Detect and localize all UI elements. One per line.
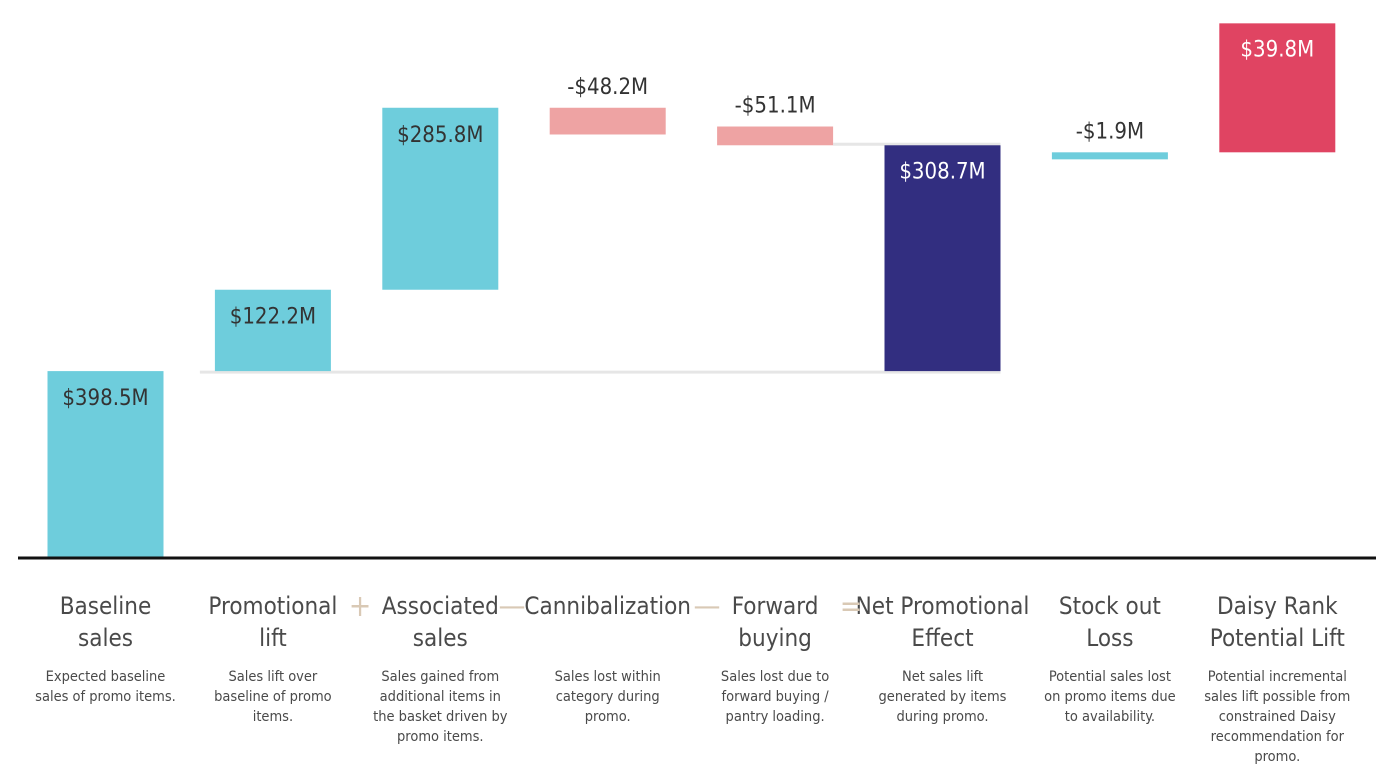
category-desc-6: on promo items due bbox=[1044, 689, 1176, 705]
category-title-5: Effect bbox=[911, 624, 973, 652]
value-label-0: $398.5M bbox=[62, 386, 148, 411]
bars bbox=[47, 23, 1336, 558]
category-desc-4: forward buying / bbox=[722, 689, 830, 705]
value-label-2: $285.8M bbox=[397, 123, 483, 148]
category-desc-1: baseline of promo bbox=[214, 689, 332, 705]
category-title-3: Cannibalization bbox=[524, 592, 691, 620]
category-desc-7: Potential incremental bbox=[1208, 669, 1347, 685]
category-desc-1: items. bbox=[253, 709, 293, 725]
category-desc-7: sales lift possible from bbox=[1204, 689, 1350, 705]
bar-7 bbox=[1219, 23, 1336, 153]
category-desc-4: Sales lost due to bbox=[721, 669, 829, 685]
category-desc-2: the basket driven by bbox=[373, 709, 508, 725]
operator-3: = bbox=[840, 589, 863, 624]
operator-1: — bbox=[499, 589, 526, 624]
bar-1 bbox=[214, 289, 331, 372]
category-desc-5: during promo. bbox=[896, 709, 988, 725]
bar-5 bbox=[884, 145, 1001, 372]
category-labels: Baseline sales Expected baseline sales of p… bbox=[35, 592, 1350, 765]
category-title-7: Potential Lift bbox=[1210, 624, 1345, 652]
category-title-2: sales bbox=[413, 624, 468, 652]
operator-2: — bbox=[694, 589, 721, 624]
bar-0 bbox=[47, 371, 164, 558]
category-desc-4: pantry loading. bbox=[726, 709, 825, 725]
category-desc-7: promo. bbox=[1254, 749, 1300, 765]
category-desc-5: Net sales lift bbox=[902, 669, 983, 685]
category-desc-2: promo items. bbox=[397, 729, 484, 745]
bar-2 bbox=[382, 107, 499, 290]
value-label-7: $39.8M bbox=[1240, 37, 1314, 62]
category-title-6: Stock out bbox=[1059, 592, 1161, 620]
value-label-4: -$51.1M bbox=[735, 94, 816, 119]
value-label-5: $308.7M bbox=[899, 159, 985, 184]
category-desc-0: Expected baseline bbox=[46, 669, 166, 685]
connector-lines bbox=[199, 142, 1001, 374]
category-title-0: sales bbox=[78, 624, 133, 652]
category-desc-7: recommendation for bbox=[1211, 729, 1345, 745]
category-desc-6: Potential sales lost bbox=[1049, 669, 1171, 685]
category-title-2: Associated bbox=[382, 592, 499, 620]
category-desc-2: additional items in bbox=[380, 689, 501, 705]
category-title-1: lift bbox=[259, 624, 287, 652]
category-desc-3: promo. bbox=[585, 709, 631, 725]
category-title-6: Loss bbox=[1086, 624, 1133, 652]
value-label-3: -$48.2M bbox=[567, 75, 648, 100]
operator-0: + bbox=[349, 589, 372, 624]
bar-4 bbox=[717, 126, 834, 146]
operator-symbols: + — — = bbox=[349, 589, 863, 624]
category-title-4: Forward bbox=[732, 592, 819, 620]
category-desc-3: category during bbox=[556, 689, 660, 705]
bar-3 bbox=[549, 107, 666, 135]
category-desc-0: sales of promo items. bbox=[35, 689, 176, 705]
value-label-6: -$1.9M bbox=[1076, 119, 1144, 144]
category-desc-1: Sales lift over bbox=[229, 669, 318, 685]
bar-6 bbox=[1051, 152, 1168, 160]
category-desc-6: to availability. bbox=[1065, 709, 1155, 725]
category-title-1: Promotional bbox=[208, 592, 337, 620]
category-title-4: buying bbox=[738, 624, 812, 652]
category-desc-7: constrained Daisy bbox=[1219, 709, 1336, 725]
value-label-1: $122.2M bbox=[230, 305, 316, 330]
category-title-7: Daisy Rank bbox=[1217, 592, 1338, 620]
category-desc-5: generated by items bbox=[879, 689, 1007, 705]
category-desc-2: Sales gained from bbox=[381, 669, 499, 685]
category-desc-3: Sales lost within bbox=[555, 669, 661, 685]
value-labels: $398.5M $122.2M $285.8M -$48.2M -$51.1M $308.… bbox=[62, 37, 1314, 411]
category-title-0: Baseline bbox=[60, 592, 152, 620]
category-title-5: Net Promotional bbox=[856, 592, 1030, 620]
